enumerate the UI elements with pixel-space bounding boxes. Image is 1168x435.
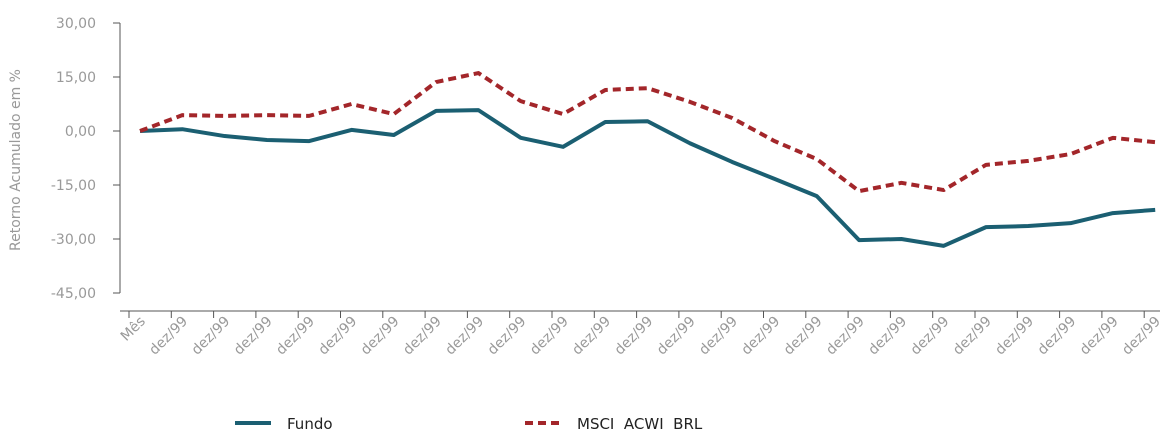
x-tick-label: dez/99: [1035, 314, 1080, 359]
x-tick-label: dez/99: [739, 314, 784, 359]
y-tick-label: 30,00: [56, 16, 96, 32]
x-tick-label: dez/99: [146, 314, 191, 359]
x-tick-label: dez/99: [992, 314, 1037, 359]
x-tick-label: Mês: [118, 314, 149, 345]
x-tick-label: dez/99: [231, 314, 276, 359]
x-tick-label: dez/99: [485, 314, 530, 359]
legend-label: MSCI ACWI BRL: [577, 415, 703, 431]
series-line: [139, 108, 1156, 248]
y-tick-label: -30,00: [51, 232, 96, 248]
x-tick-label: dez/99: [865, 314, 910, 359]
x-tick-label: dez/99: [1119, 314, 1164, 359]
y-tick-label: 15,00: [56, 70, 96, 86]
x-tick-label: dez/99: [1077, 314, 1122, 359]
legend-label: Fundo: [287, 415, 333, 431]
y-axis-label: Retorno Acumulado em %: [8, 69, 24, 251]
x-tick-label: dez/99: [696, 314, 741, 359]
x-tick-label: dez/99: [527, 314, 572, 359]
y-tick-label: -15,00: [51, 178, 96, 194]
x-tick-label: dez/99: [654, 314, 699, 359]
x-tick-label: dez/99: [569, 314, 614, 359]
x-tick-label: dez/99: [400, 314, 445, 359]
x-tick-label: dez/99: [273, 314, 318, 359]
x-tick-label: dez/99: [908, 314, 953, 359]
y-tick-label: 0,00: [65, 124, 96, 140]
x-tick-label: dez/99: [316, 314, 361, 359]
y-tick-label: -45,00: [51, 286, 96, 302]
x-tick-label: dez/99: [781, 314, 826, 359]
series-line: [139, 71, 1156, 194]
x-tick-label: dez/99: [823, 314, 868, 359]
x-tick-label: dez/99: [358, 314, 403, 359]
x-tick-label: dez/99: [189, 314, 234, 359]
x-tick-label: dez/99: [612, 314, 657, 359]
x-tick-label: dez/99: [442, 314, 487, 359]
legend: Fundo MSCI ACWI BRL: [235, 415, 703, 433]
x-tick-label: dez/99: [950, 314, 995, 359]
